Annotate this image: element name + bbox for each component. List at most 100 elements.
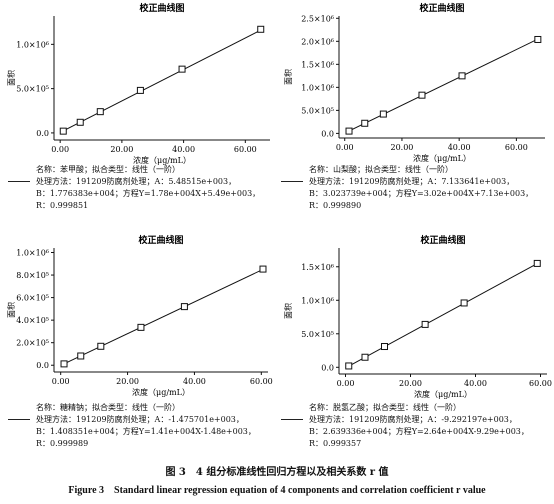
chart-svg-1: 校正曲线图 0.0 5.0×10⁵ 1.0×10⁶ 0.00 20.00 40.00 60.0… <box>6 2 270 165</box>
data-point <box>180 303 188 311</box>
y-tick-label: 1.0×10⁶ <box>16 40 49 49</box>
figure-caption-cn: 图 3 4 组分标准线性回归方程以及相关系数 r 值 <box>165 467 389 478</box>
data-point <box>178 65 186 73</box>
x-tick-label: 0.00 <box>52 377 70 386</box>
info-line-2: 处理方法：191209防腐剂处理；A：5.48515e+003， <box>36 177 237 186</box>
x-axis-label: 浓度（μg/mL） <box>413 153 471 163</box>
chart-panel-sorbic-acid: 校正曲线图 0.0 5.0×10⁵ 1.0×10⁶ 1.5×10⁶ 2.0×10⁶ 2.5×… <box>277 0 554 232</box>
x-axis-label: 浓度（μg/mL） <box>133 155 191 165</box>
y-tick-label: 5.0×10⁵ <box>301 106 334 115</box>
y-tick-label: 2.0×10⁵ <box>16 339 49 348</box>
data-point <box>345 127 353 135</box>
chart-panel-saccharin-sodium: 校正曲线图 0.0 2.0×10⁵ 4.0×10⁵ 6.0×10⁵ 8.0×10⁵ 1.0×… <box>0 232 277 464</box>
data-point <box>534 35 542 43</box>
info-line-4: R：0.999851 <box>36 201 89 210</box>
info-line-3: B：1.408351e+004；方程Y=1.41e+004X-1.48e+003… <box>36 427 256 436</box>
regression-line <box>60 267 267 366</box>
data-point <box>77 352 85 360</box>
y-tick-label: 0.0 <box>36 361 49 370</box>
data-point <box>458 72 466 80</box>
data-point <box>259 265 267 273</box>
data-point <box>257 25 265 33</box>
regression-line <box>345 261 541 369</box>
x-tick-label: 60.00 <box>234 145 257 154</box>
y-tick-label: 4.0×10⁵ <box>16 316 49 325</box>
x-tick-label: 60.00 <box>505 143 528 152</box>
x-tick-label: 0.00 <box>336 143 354 152</box>
data-point <box>381 343 388 351</box>
y-tick-label: 5.0×10⁵ <box>16 85 49 94</box>
y-tick-label: 0.0 <box>36 129 49 138</box>
data-point <box>76 118 84 126</box>
legend-line <box>281 181 303 182</box>
chart-info-3: 名称：糖精钠；拟合类型：线性（一阶） 处理方法：191209防腐剂处理；A：-1… <box>8 402 274 462</box>
x-tick-label: 20.00 <box>390 143 413 152</box>
x-tick-label: 0.00 <box>337 379 355 388</box>
data-point <box>418 91 426 99</box>
x-tick-label: 40.00 <box>448 143 471 152</box>
x-tick-label: 40.00 <box>464 379 487 388</box>
figure-caption-en: Figure 3 Standard linear regression equa… <box>68 485 486 496</box>
info-line-4: R：0.999357 <box>309 439 362 448</box>
info-line-2: 处理方法：191209防腐剂处理；A：-1.475701e+003， <box>36 415 244 424</box>
data-point <box>136 86 144 94</box>
data-point <box>96 108 104 116</box>
regression-line <box>59 28 265 133</box>
x-axis-label: 浓度（μg/mL） <box>414 389 472 399</box>
legend-line <box>8 181 30 182</box>
chart-info-2: 名称：山梨酸；拟合类型：线性（一阶） 处理方法：191209防腐剂处理；A：7.… <box>281 164 551 228</box>
x-axis-label: 浓度（μg/mL） <box>132 387 190 397</box>
chart-panel-dehydroacetic-acid: 校正曲线图 0.0 5.0×10⁵ 1.0×10⁶ 1.5×10⁶ 0.00 20.00 40… <box>277 232 554 464</box>
info-line-1: 名称：苯甲酸；拟合类型：线性（一阶） <box>36 165 180 174</box>
chart-title: 校正曲线图 <box>138 234 183 246</box>
info-line-1: 名称：糖精钠；拟合类型：线性（一阶） <box>36 403 180 412</box>
y-tick-label: 0.0 <box>321 363 334 372</box>
y-tick-label: 5.0×10⁵ <box>301 330 334 339</box>
x-tick-label: 20.00 <box>116 377 139 386</box>
chart-svg-2: 校正曲线图 0.0 5.0×10⁵ 1.0×10⁶ 1.5×10⁶ 2.0×10⁶ 2.5×… <box>283 2 545 163</box>
info-line-4: R：0.999989 <box>36 439 89 448</box>
y-tick-label: 1.5×10⁶ <box>301 263 334 272</box>
info-line-1: 名称：脱氢乙酸；拟合类型：线性（一阶） <box>309 403 461 412</box>
y-tick-label: 6.0×10⁵ <box>16 294 49 303</box>
y-tick-label: 8.0×10⁵ <box>16 271 49 280</box>
y-tick-label: 1.0×10⁶ <box>301 296 334 305</box>
y-axis-label: 面积 <box>283 69 293 85</box>
chart-title: 校正曲线图 <box>419 2 464 14</box>
data-point <box>361 119 369 127</box>
data-point <box>137 323 145 331</box>
chart-info-1: 名称：苯甲酸；拟合类型：线性（一阶） 处理方法：191209防腐剂处理；A：5.… <box>8 164 274 228</box>
data-point <box>533 259 541 267</box>
info-line-2: 处理方法：191209防腐剂处理；A：-9.292197e+003， <box>309 415 517 424</box>
y-axis-label: 面积 <box>6 302 16 318</box>
info-line-3: B：1.776383e+004；方程Y=1.78e+004X+5.49e+003… <box>36 189 261 198</box>
x-tick-label: 40.00 <box>172 145 195 154</box>
data-point <box>97 342 105 350</box>
y-tick-label: 1.5×10⁶ <box>301 60 334 69</box>
info-line-4: R：0.999890 <box>309 201 362 210</box>
x-tick-label: 60.00 <box>529 379 552 388</box>
data-point <box>460 299 468 307</box>
x-tick-label: 0.00 <box>51 145 69 154</box>
chart-title: 校正曲线图 <box>139 2 184 14</box>
data-point <box>361 353 369 361</box>
chart-svg-3: 校正曲线图 0.0 2.0×10⁵ 4.0×10⁵ 6.0×10⁵ 8.0×10⁵ 1.0×… <box>6 234 273 397</box>
data-point <box>345 362 353 370</box>
chart-title: 校正曲线图 <box>420 234 465 246</box>
legend-line <box>8 419 30 420</box>
x-tick-label: 40.00 <box>183 377 206 386</box>
data-point <box>59 127 67 135</box>
regression-line <box>345 37 541 133</box>
data-point <box>60 360 68 368</box>
y-axis-label: 面积 <box>283 303 293 319</box>
y-tick-label: 1.0×10⁶ <box>301 83 334 92</box>
x-tick-label: 20.00 <box>399 379 422 388</box>
data-point <box>421 320 429 328</box>
y-tick-label: 2.0×10⁶ <box>301 37 334 46</box>
info-line-3: B：2.639336e+004；方程Y=2.64e+004X-9.29e+003… <box>309 427 529 436</box>
data-point <box>379 110 387 118</box>
y-axis-label: 面积 <box>6 70 16 86</box>
legend-line <box>281 419 303 420</box>
y-tick-label: 1.0×10⁶ <box>16 249 49 258</box>
chart-info-4: 名称：脱氢乙酸；拟合类型：线性（一阶） 处理方法：191209防腐剂处理；A：-… <box>281 402 554 462</box>
